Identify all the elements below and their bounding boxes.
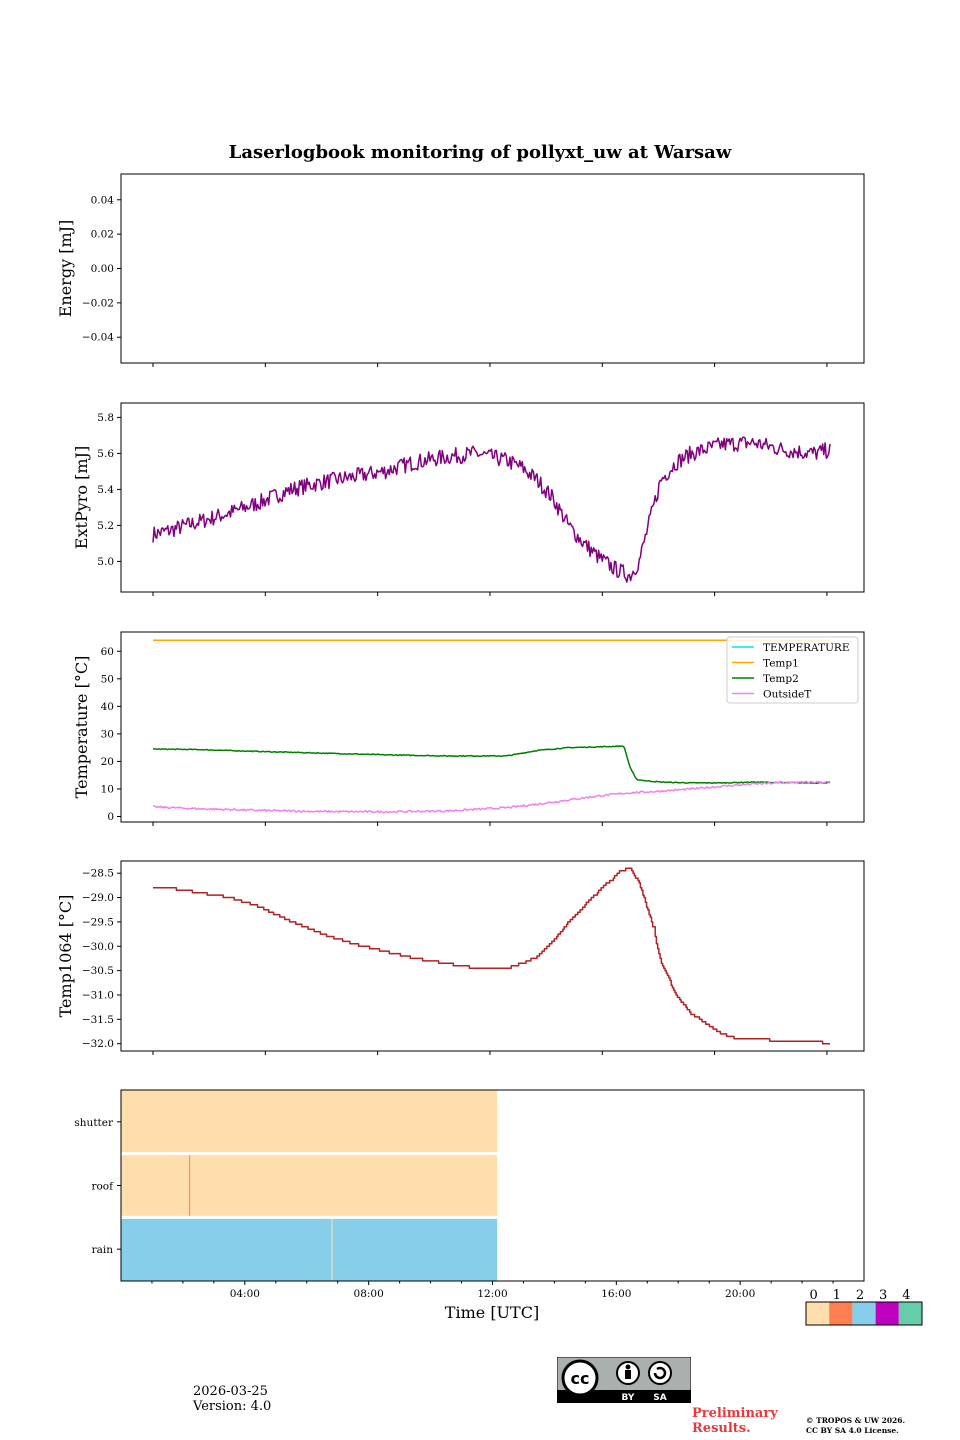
- temp1064-ytick-label: −30.0: [82, 941, 114, 953]
- colorbar-swatch-2: [852, 1302, 876, 1325]
- copyright-note: © TROPOS & UW 2026. CC BY SA 4.0 License…: [806, 1416, 905, 1436]
- preliminary-line2: Results.: [692, 1421, 751, 1436]
- temperature-ytick-label: 10: [101, 783, 114, 795]
- cc-by-label: BY: [622, 1393, 635, 1403]
- extpyro-ytick-label: 5.6: [97, 448, 114, 460]
- legend-label-temp2: Temp2: [763, 673, 799, 685]
- status-xtick-label: 08:00: [354, 1288, 384, 1300]
- status-xtick-label: 04:00: [230, 1288, 260, 1300]
- series-temp2-line: [152, 745, 831, 784]
- series-outsidet-line: [153, 780, 831, 814]
- colorbar-label-1: 1: [833, 1288, 841, 1303]
- colorbar-label-3: 3: [879, 1288, 887, 1303]
- status-xlabel: Time [UTC]: [445, 1303, 539, 1322]
- temperature-ytick-label: 30: [101, 728, 114, 740]
- colorbar-label-4: 4: [902, 1288, 910, 1303]
- temperature-ytick-label: 20: [101, 756, 114, 768]
- extpyro-ytick-label: 5.0: [97, 556, 114, 568]
- temp1064-axes-frame: [120, 860, 865, 1052]
- sa-share-icon: [648, 1361, 672, 1385]
- temp1064-ytick-label: −31.0: [82, 989, 114, 1001]
- copyright-line2: CC BY SA 4.0 License.: [806, 1426, 899, 1435]
- legend-label-temperature: TEMPERATURE: [763, 642, 850, 654]
- legend-label-outsidet: OutsideT: [763, 689, 811, 701]
- temperature-ylabel: Temperature [°C]: [72, 656, 91, 799]
- copyright-line1: © TROPOS & UW 2026.: [806, 1416, 906, 1425]
- temp1064-panel: −28.5 −29.0 −29.5 −30.0 −30.5 −31.0 −31.5 −32.0…: [56, 860, 865, 1055]
- status-rain-segment: [331, 1217, 333, 1281]
- temp1064-ylabel: Temp1064 [°C]: [56, 895, 75, 1018]
- temperature-legend: [726, 636, 859, 704]
- status-roof-segment: [121, 1153, 498, 1218]
- status-panel: shutter roof rain 04:00 08:00 12:00 16:00 20:00…: [74, 1089, 923, 1326]
- energy-ytick-label: −0.04: [82, 332, 114, 344]
- temp1064-ytick-label: −29.5: [82, 916, 114, 928]
- temperature-ytick-label: 0: [107, 811, 114, 823]
- status-row-label-rain: rain: [92, 1244, 114, 1256]
- extpyro-ytick-label: 5.4: [97, 484, 114, 496]
- series-extpyro-line: [152, 436, 831, 583]
- cc-license-badge: cc BY SA: [557, 1357, 691, 1403]
- temp1064-ytick-label: −30.5: [82, 965, 114, 977]
- extpyro-axes-frame: [120, 402, 865, 593]
- extpyro-ytick-label: 5.2: [97, 520, 114, 532]
- colorbar-swatch-0: [806, 1302, 830, 1325]
- series-temp1064-line: [153, 867, 830, 1045]
- figure-title: Laserlogbook monitoring of pollyxt_uw at…: [229, 142, 732, 163]
- temp1064-ytick-label: −32.0: [82, 1038, 114, 1050]
- colorbar-swatch-3: [875, 1302, 899, 1325]
- status-xtick-label: 16:00: [601, 1288, 631, 1300]
- status-shutter-segment: [121, 1090, 498, 1154]
- footer-date: 2026-03-25: [193, 1384, 268, 1399]
- temp1064-ytick-label: −29.0: [82, 892, 114, 904]
- preliminary-line1: Preliminary: [692, 1406, 778, 1421]
- colorbar-label-0: 0: [809, 1288, 817, 1303]
- colorbar-border: [805, 1301, 923, 1326]
- temperature-ytick-label: 60: [101, 646, 114, 658]
- energy-panel: 0.04 0.02 0.00 −0.02 −0.04 Energy [mJ]: [56, 173, 865, 367]
- temperature-ytick-label: 40: [101, 701, 114, 713]
- preliminary-note: Preliminary Results.: [692, 1406, 778, 1436]
- colorbar-swatch-1: [829, 1302, 853, 1325]
- energy-ytick-label: −0.02: [82, 297, 114, 309]
- energy-ytick-label: 0.04: [91, 194, 115, 206]
- extpyro-panel: 5.0 5.2 5.4 5.6 5.8 ExtPyro [mJ]: [72, 402, 865, 596]
- status-rain-segment: [121, 1217, 498, 1281]
- status-row-label-shutter: shutter: [74, 1117, 114, 1129]
- cc-sa-label: SA: [653, 1393, 666, 1403]
- colorbar-label-2: 2: [856, 1288, 864, 1303]
- temperature-ytick-label: 50: [101, 673, 114, 685]
- status-row-label-roof: roof: [91, 1181, 114, 1193]
- footer-info: 2026-03-25 Version: 4.0: [193, 1384, 271, 1414]
- status-xtick-label: 12:00: [477, 1288, 507, 1300]
- cc-icon: [561, 1359, 599, 1397]
- temp1064-ytick-label: −28.5: [82, 868, 114, 880]
- legend-label-temp1: Temp1: [763, 658, 799, 670]
- energy-ylabel: Energy [mJ]: [56, 220, 75, 318]
- energy-axes-frame: [120, 173, 865, 364]
- status-roof-segment: [189, 1153, 191, 1218]
- footer-version: Version: 4.0: [193, 1399, 272, 1414]
- status-xtick-label: 20:00: [725, 1288, 755, 1300]
- energy-ytick-label: 0.02: [91, 229, 114, 241]
- temp1064-ytick-label: −31.5: [82, 1014, 114, 1026]
- extpyro-ytick-label: 5.8: [97, 412, 114, 424]
- temperature-panel: 0 10 20 30 40 50 60 Temperature [°C] TEMPERATURE…: [72, 631, 865, 826]
- extpyro-ylabel: ExtPyro [mJ]: [72, 446, 91, 549]
- cc-icon-text: cc: [571, 1369, 590, 1388]
- colorbar-swatch-4: [898, 1302, 922, 1325]
- energy-ytick-label: 0.00: [91, 263, 114, 275]
